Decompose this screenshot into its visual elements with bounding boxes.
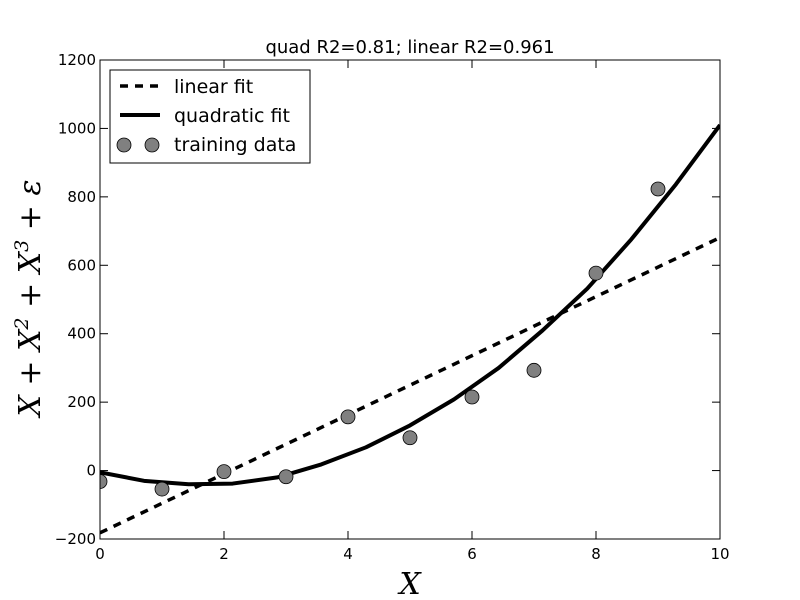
training-data-point — [526, 362, 542, 378]
legend-training-marker — [144, 137, 160, 153]
x-tick-label: 0 — [95, 545, 105, 563]
plot-frame — [99, 59, 721, 540]
x-tick-label: 10 — [710, 545, 729, 563]
y-label-sup: 2 — [11, 317, 33, 330]
y-label-part: + ε — [13, 179, 48, 239]
y-label-part: + X — [13, 250, 48, 317]
training-data-point — [464, 389, 480, 405]
y-axis-label: X + X2 + X3 + ε — [11, 179, 48, 418]
y-tick-label: −200 — [55, 530, 96, 548]
x-tick-label: 4 — [343, 545, 353, 563]
y-label-sup: 3 — [11, 240, 33, 252]
linear-fit-line — [100, 235, 720, 535]
training-data-point — [100, 474, 108, 489]
y-axis: −200 0 200 400 600 800 1000 1200 — [55, 51, 720, 548]
x-tick-label: 8 — [591, 545, 601, 563]
training-data-point — [340, 409, 356, 425]
legend-label-linear: linear fit — [174, 76, 253, 98]
training-data-point — [216, 464, 232, 479]
y-label-part: X + X — [13, 328, 48, 419]
y-tick-label: 200 — [67, 393, 96, 411]
y-tick-label: 0 — [86, 462, 96, 480]
training-data-point — [154, 481, 170, 497]
legend-training-marker — [116, 137, 132, 153]
legend-label-quadratic: quadratic fit — [174, 105, 290, 127]
quadratic-fit-line — [100, 123, 720, 487]
training-data-point — [278, 469, 294, 485]
x-axis: 0 2 4 6 8 10 — [95, 60, 730, 563]
training-data-point — [588, 265, 604, 281]
y-tick-label: 1200 — [58, 51, 96, 69]
y-tick-label: 800 — [67, 188, 96, 206]
training-data-point — [402, 430, 418, 446]
y-tick-label: 600 — [67, 256, 96, 274]
chart-title: quad R2=0.81; linear R2=0.961 — [265, 37, 554, 58]
svg-text:X + X2 + X3 + ε: X + X2 + X3 + ε — [11, 179, 48, 418]
x-tick-label: 2 — [219, 545, 229, 563]
y-tick-label: 1000 — [58, 119, 96, 137]
training-data-point — [650, 181, 666, 197]
x-tick-label: 6 — [467, 545, 477, 563]
x-axis-label: X — [397, 567, 422, 600]
legend: linear fit quadratic fit training data — [109, 69, 311, 164]
plot-area — [100, 123, 720, 535]
y-tick-label: 400 — [67, 325, 96, 343]
legend-label-training: training data — [174, 134, 296, 156]
